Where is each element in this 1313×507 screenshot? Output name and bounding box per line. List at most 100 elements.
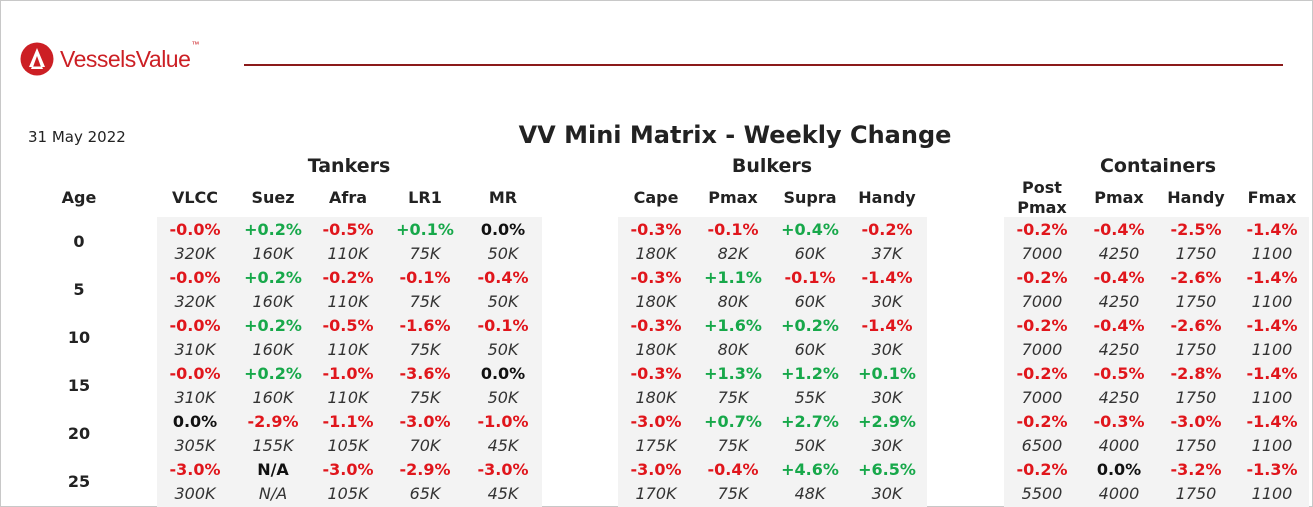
value-cell: 180K xyxy=(635,340,677,359)
weekly-change-cell: +0.4% xyxy=(781,220,839,239)
value-cell: 1100 xyxy=(1251,292,1293,311)
age-header: Age xyxy=(61,188,97,207)
weekly-change-cell: 0.0% xyxy=(480,364,526,383)
weekly-change-cell: -0.1% xyxy=(707,220,759,239)
weekly-change-cell: -2.9% xyxy=(247,412,299,431)
value-cell: 300K xyxy=(174,484,216,503)
weekly-change-cell: -2.9% xyxy=(399,460,451,479)
weekly-change-cell: -1.4% xyxy=(1246,220,1298,239)
value-cell: 80K xyxy=(717,292,749,311)
weekly-change-cell: -3.0% xyxy=(399,412,451,431)
brand-logo: VesselsValue™ xyxy=(20,39,199,76)
column-header: Fmax xyxy=(1247,188,1297,207)
value-cell: 7000 xyxy=(1021,292,1063,311)
value-cell: 320K xyxy=(174,244,216,263)
value-cell: 110K xyxy=(327,292,369,311)
value-cell: 50K xyxy=(487,292,519,311)
value-cell: 1750 xyxy=(1175,340,1217,359)
weekly-change-cell: -3.0% xyxy=(1170,412,1222,431)
weekly-change-cell: -0.2% xyxy=(861,220,913,239)
weekly-change-cell: -2.8% xyxy=(1170,364,1222,383)
value-cell: 30K xyxy=(871,484,903,503)
group-panel-bulkers xyxy=(618,217,927,507)
value-cell: 37K xyxy=(871,244,903,263)
weekly-change-cell: -0.3% xyxy=(630,268,682,287)
value-cell: 30K xyxy=(871,436,903,455)
value-cell: 60K xyxy=(794,340,826,359)
group-panel-containers xyxy=(1004,217,1309,507)
weekly-change-cell: +4.6% xyxy=(781,460,839,479)
weekly-change-cell: +1.1% xyxy=(704,268,762,287)
value-cell: 4250 xyxy=(1098,244,1140,263)
value-cell: 110K xyxy=(327,388,369,407)
weekly-change-cell: -0.4% xyxy=(1093,316,1145,335)
weekly-change-cell: +1.6% xyxy=(704,316,762,335)
weekly-change-cell: +2.7% xyxy=(781,412,839,431)
weekly-change-cell: +1.2% xyxy=(781,364,839,383)
weekly-change-cell: -0.3% xyxy=(1093,412,1145,431)
weekly-change-cell: -1.3% xyxy=(1246,460,1298,479)
weekly-change-cell: -1.4% xyxy=(1246,412,1298,431)
value-cell: 70K xyxy=(409,436,441,455)
value-cell: 75K xyxy=(717,388,749,407)
weekly-change-cell: -0.0% xyxy=(169,220,221,239)
value-cell: 80K xyxy=(717,340,749,359)
group-title-tankers: Tankers xyxy=(307,155,391,177)
value-cell: 155K xyxy=(252,436,294,455)
weekly-change-cell: +6.5% xyxy=(858,460,916,479)
value-cell: 50K xyxy=(487,388,519,407)
column-header: Handy xyxy=(1167,188,1225,207)
value-cell: 75K xyxy=(409,340,441,359)
weekly-change-cell: -0.3% xyxy=(630,316,682,335)
weekly-change-cell: +0.2% xyxy=(244,268,302,287)
column-header: Handy xyxy=(858,188,916,207)
value-cell: 105K xyxy=(327,436,369,455)
weekly-change-cell: 0.0% xyxy=(172,412,218,431)
weekly-change-cell: -0.2% xyxy=(1016,364,1068,383)
age-row-label: 20 xyxy=(67,424,91,443)
value-cell: 50K xyxy=(794,436,826,455)
value-cell: 7000 xyxy=(1021,388,1063,407)
weekly-change-cell: -3.0% xyxy=(630,460,682,479)
value-cell: 160K xyxy=(252,292,294,311)
value-cell: 50K xyxy=(487,340,519,359)
weekly-change-cell: -0.4% xyxy=(1093,268,1145,287)
trademark-symbol: ™ xyxy=(191,39,199,49)
weekly-change-cell: -3.0% xyxy=(477,460,529,479)
value-cell: 1750 xyxy=(1175,388,1217,407)
value-cell: 170K xyxy=(635,484,677,503)
weekly-change-cell: -0.4% xyxy=(707,460,759,479)
weekly-change-cell: +0.1% xyxy=(396,220,454,239)
column-header: Pmax xyxy=(708,188,758,207)
column-header: Cape xyxy=(633,188,679,207)
weekly-change-cell: +0.2% xyxy=(781,316,839,335)
value-cell: 1750 xyxy=(1175,244,1217,263)
column-header: VLCC xyxy=(171,188,219,207)
value-cell: 6500 xyxy=(1021,436,1063,455)
value-cell: 60K xyxy=(794,244,826,263)
weekly-change-cell: +0.7% xyxy=(704,412,762,431)
value-cell: 1100 xyxy=(1251,388,1293,407)
weekly-change-cell: -0.2% xyxy=(1016,412,1068,431)
value-cell: N/A xyxy=(258,484,288,503)
value-cell: 4250 xyxy=(1098,340,1140,359)
value-cell: 4250 xyxy=(1098,388,1140,407)
weekly-change-cell: -1.0% xyxy=(477,412,529,431)
weekly-change-cell: -1.4% xyxy=(1246,268,1298,287)
value-cell: 1750 xyxy=(1175,436,1217,455)
weekly-change-cell: -0.2% xyxy=(322,268,374,287)
age-row-label: 0 xyxy=(73,232,85,251)
value-cell: 30K xyxy=(871,388,903,407)
weekly-change-cell: -0.0% xyxy=(169,364,221,383)
value-cell: 180K xyxy=(635,292,677,311)
weekly-change-cell: -0.1% xyxy=(399,268,451,287)
value-cell: 310K xyxy=(174,340,216,359)
weekly-change-cell: -1.0% xyxy=(322,364,374,383)
page-title: VV Mini Matrix - Weekly Change xyxy=(518,121,952,149)
value-cell: 1750 xyxy=(1175,292,1217,311)
weekly-change-cell: -0.1% xyxy=(477,316,529,335)
column-header: Afra xyxy=(328,188,368,207)
column-header: LR1 xyxy=(408,188,442,207)
weekly-change-cell: -1.4% xyxy=(861,268,913,287)
weekly-change-cell: -2.6% xyxy=(1170,316,1222,335)
